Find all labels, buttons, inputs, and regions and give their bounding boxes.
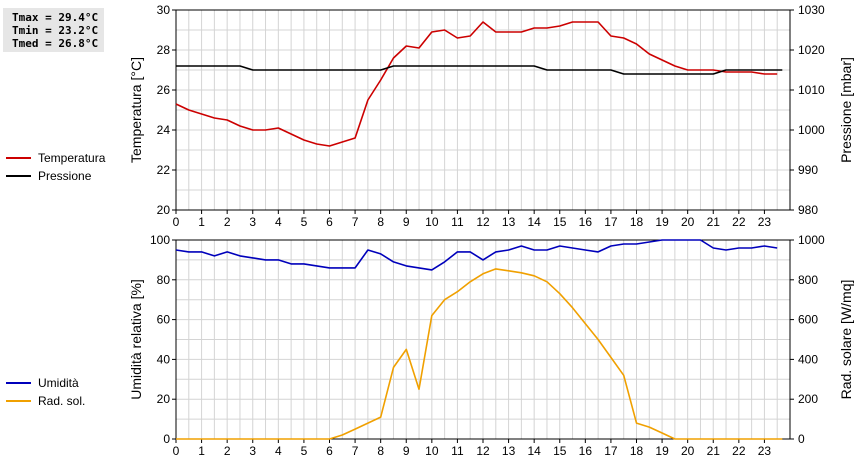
x-tick-label: 13 (502, 215, 516, 229)
y-tick-label-right: 200 (798, 392, 818, 406)
y-tick-label-left: 80 (157, 273, 171, 287)
stat-tmin: Tmin = 23.2°C (12, 24, 99, 37)
y-tick-label-left: 24 (157, 123, 171, 137)
x-tick-label: 16 (579, 215, 593, 229)
y-tick-label-right: 0 (798, 432, 805, 446)
legend-label: Umidità (38, 376, 79, 390)
x-tick-label: 8 (377, 444, 384, 458)
y-tick-label-right: 990 (798, 163, 818, 177)
x-tick-label: 22 (732, 444, 746, 458)
series-line-rad-sol- (176, 268, 783, 440)
x-tick-label: 8 (377, 215, 384, 229)
x-tick-label: 10 (425, 215, 439, 229)
temperature-pressure-chart: 0 1 2 3 4 5 6 7 8 9 10 11 12 13 14 15 16 17 18 19 20 21 22 2320… (6, 3, 854, 229)
y-axis-title-left: Umidità relativa [%] (128, 279, 144, 400)
x-tick-label: 20 (681, 215, 695, 229)
x-tick-label: 19 (655, 444, 669, 458)
x-tick-label: 11 (451, 444, 464, 458)
series-line-umidit- (175, 239, 778, 271)
x-tick-label: 10 (425, 444, 439, 458)
x-tick-label: 13 (502, 444, 516, 458)
x-tick-label: 7 (352, 444, 359, 458)
x-tick-label: 12 (476, 444, 490, 458)
x-tick-label: 15 (553, 215, 567, 229)
series-line-temperatura (175, 21, 778, 147)
x-tick-label: 21 (707, 444, 721, 458)
stats-box: Tmax = 29.4°C Tmin = 23.2°C Tmed = 26.8°… (3, 8, 104, 52)
x-tick-label: 16 (579, 444, 593, 458)
y-tick-label-left: 60 (157, 313, 171, 327)
x-tick-label: 0 (173, 444, 180, 458)
x-tick-label: 3 (249, 215, 256, 229)
x-tick-label: 18 (630, 444, 644, 458)
y-tick-label-right: 400 (798, 352, 818, 366)
y-tick-label-right: 800 (798, 273, 818, 287)
legend-label: Pressione (38, 169, 92, 183)
y-tick-label-left: 26 (157, 83, 171, 97)
y-axis-title-left: Temperatura [°C] (128, 57, 144, 163)
legend-label: Rad. sol. (38, 394, 85, 408)
legend-label: Temperatura (38, 151, 106, 165)
y-tick-label-left: 100 (150, 233, 170, 247)
x-tick-label: 5 (301, 215, 308, 229)
x-tick-label: 20 (681, 444, 695, 458)
y-axis-title-right: Rad. solare [W/mq] (838, 280, 854, 400)
x-tick-label: 17 (604, 444, 618, 458)
x-tick-label: 11 (451, 215, 464, 229)
x-tick-label: 6 (326, 444, 333, 458)
x-tick-label: 4 (275, 444, 282, 458)
x-tick-label: 17 (604, 215, 618, 229)
x-tick-label: 5 (301, 444, 308, 458)
x-tick-label: 9 (403, 444, 410, 458)
x-tick-label: 1 (198, 444, 205, 458)
y-tick-label-left: 30 (157, 3, 171, 17)
x-tick-label: 18 (630, 215, 644, 229)
humidity-radiation-chart: 0 1 2 3 4 5 6 7 8 9 10 11 12 13 14 15 16 17 18 19 20 21 22 2302… (6, 233, 854, 458)
stat-tmax: Tmax = 29.4°C (12, 11, 99, 24)
y-tick-label-right: 1010 (798, 83, 825, 97)
y-tick-label-left: 22 (157, 163, 171, 177)
y-tick-label-left: 20 (157, 203, 171, 217)
x-tick-label: 23 (758, 215, 772, 229)
y-tick-label-right: 1000 (798, 233, 825, 247)
x-tick-label: 22 (732, 215, 746, 229)
x-tick-label: 2 (224, 215, 231, 229)
y-tick-label-right: 1030 (798, 3, 825, 17)
y-tick-label-left: 40 (157, 352, 171, 366)
x-tick-label: 6 (326, 215, 333, 229)
y-tick-label-left: 28 (157, 43, 171, 57)
stat-tmed: Tmed = 26.8°C (12, 37, 99, 50)
x-tick-label: 1 (198, 215, 205, 229)
series-line-pressione (176, 65, 783, 75)
x-tick-label: 0 (173, 215, 180, 229)
y-tick-label-right: 1000 (798, 123, 825, 137)
y-axis-title-right: Pressione [mbar] (838, 57, 854, 163)
y-tick-label-right: 1020 (798, 43, 825, 57)
y-tick-label-right: 600 (798, 313, 818, 327)
x-tick-label: 14 (527, 215, 541, 229)
x-tick-label: 2 (224, 444, 231, 458)
x-tick-label: 23 (758, 444, 772, 458)
y-tick-label-right: 980 (798, 203, 818, 217)
x-tick-label: 4 (275, 215, 282, 229)
x-tick-label: 14 (527, 444, 541, 458)
y-tick-label-left: 0 (163, 432, 170, 446)
x-tick-label: 7 (352, 215, 359, 229)
x-tick-label: 9 (403, 215, 410, 229)
x-tick-label: 21 (707, 215, 721, 229)
x-tick-label: 12 (476, 215, 490, 229)
x-tick-label: 19 (655, 215, 669, 229)
x-tick-label: 15 (553, 444, 567, 458)
x-tick-label: 3 (249, 444, 256, 458)
y-tick-label-left: 20 (157, 392, 171, 406)
